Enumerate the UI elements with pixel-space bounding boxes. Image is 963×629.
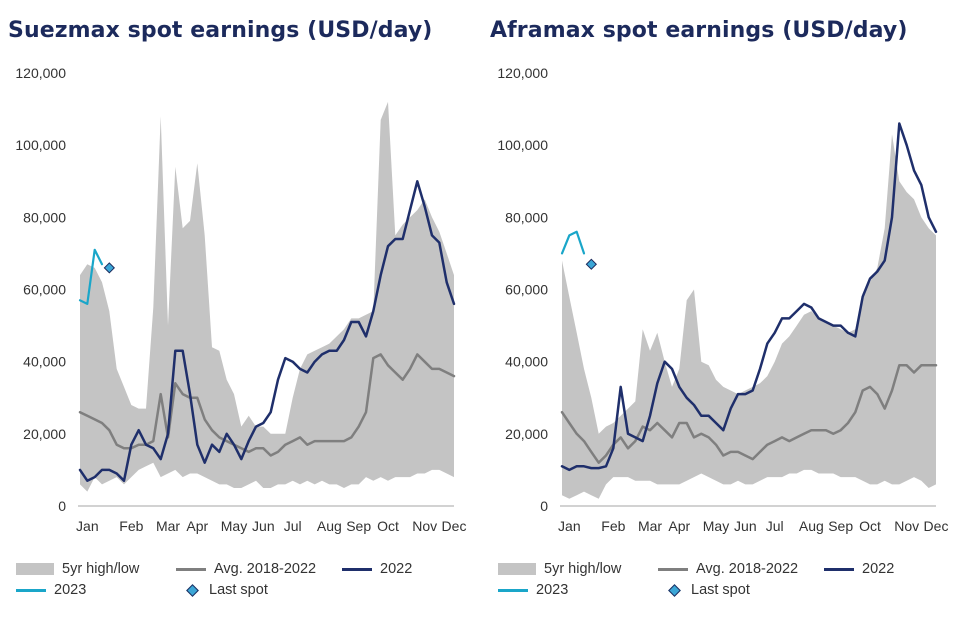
legend-swatch-avg: [658, 567, 688, 571]
y-tick-label: 0: [540, 498, 548, 514]
x-tick-label: Mar: [156, 518, 180, 534]
legend-item-avg: Avg. 2018-2022: [176, 558, 316, 580]
legend-swatch-2022: [342, 567, 372, 571]
legend-item-last-spot: Last spot: [664, 579, 750, 601]
legend-label-2022: 2022: [380, 561, 413, 577]
legend-label-2022: 2022: [862, 561, 895, 577]
legend-swatch-last-spot: [668, 583, 681, 597]
last-spot-marker: [585, 258, 597, 270]
legend-item-band: 5yr high/low: [16, 558, 139, 580]
x-tick-label: Aug: [317, 518, 342, 534]
legend-swatch-2023: [16, 588, 46, 592]
legend-swatch-2023: [498, 588, 528, 592]
x-tick-label: Oct: [859, 518, 881, 534]
x-tick-label: Sep: [346, 518, 371, 534]
y-tick-label: 120,000: [15, 65, 66, 81]
legend-label-last-spot: Last spot: [209, 582, 268, 598]
x-tick-label: Mar: [638, 518, 662, 534]
suezmax-plot: 0 20,000 40,000 60,000 80,000 100,000 120,000 J…: [15, 65, 467, 534]
x-tick-label: Jul: [284, 518, 302, 534]
x-tick-label: Sep: [828, 518, 853, 534]
series-avg-2018-2022: [78, 353, 456, 457]
legend-item-2022: 2022: [342, 558, 412, 580]
x-tick-label: Nov: [412, 518, 437, 534]
series-avg-2018-2022: [560, 364, 938, 464]
legend-swatch-2022: [824, 567, 854, 571]
legend-item-avg: Avg. 2018-2022: [658, 558, 798, 580]
y-tick-label: 100,000: [497, 137, 548, 153]
legend-item-band: 5yr high/low: [498, 558, 621, 580]
x-tick-label: Apr: [668, 518, 690, 534]
x-tick-label: Dec: [924, 518, 949, 534]
y-tick-label: 60,000: [23, 282, 66, 298]
legend-swatch-avg: [176, 567, 206, 571]
x-tick-label: Oct: [377, 518, 399, 534]
legend-label-avg: Avg. 2018-2022: [214, 561, 317, 577]
chart-title: Suezmax spot earnings (USD/day): [8, 18, 433, 43]
legend-swatch-band: [16, 563, 54, 575]
legend-item-2023: 2023: [498, 579, 568, 601]
y-tick-label: 0: [58, 498, 66, 514]
legend: 5yr high/low Avg. 2018-2022 2022 2023 La…: [498, 556, 958, 616]
x-tick-label: May: [221, 518, 247, 534]
y-tick-label: 120,000: [497, 65, 548, 81]
legend-label-band: 5yr high/low: [62, 561, 140, 577]
legend-label-avg: Avg. 2018-2022: [696, 561, 799, 577]
x-tick-label: Dec: [442, 518, 467, 534]
band-5yr-high-low: [562, 134, 936, 499]
series-2022: [78, 180, 456, 482]
legend-label-2023: 2023: [536, 582, 569, 598]
legend-item-2023: 2023: [16, 579, 86, 601]
legend-swatch-last-spot: [186, 583, 199, 597]
last-spot-marker: [103, 262, 115, 274]
legend-label-last-spot: Last spot: [691, 582, 750, 598]
x-tick-label: Feb: [601, 518, 625, 534]
x-tick-label: May: [703, 518, 729, 534]
aframax-plot: 0 20,000 40,000 60,000 80,000 100,000 120,000 J…: [497, 65, 949, 534]
y-tick-label: 100,000: [15, 137, 66, 153]
series-2023: [560, 230, 586, 255]
legend-item-last-spot: Last spot: [182, 579, 268, 601]
y-tick-label: 20,000: [23, 426, 66, 442]
x-tick-label: Jun: [252, 518, 275, 534]
legend-label-band: 5yr high/low: [544, 561, 622, 577]
y-tick-label: 40,000: [23, 354, 66, 370]
x-tick-label: Aug: [799, 518, 824, 534]
legend-label-2023: 2023: [54, 582, 87, 598]
x-tick-label: Feb: [119, 518, 143, 534]
aframax-panel: 0 20,000 40,000 60,000 80,000 100,000 120,000 J…: [482, 0, 963, 629]
x-tick-label: Nov: [894, 518, 919, 534]
x-tick-label: Jan: [558, 518, 581, 534]
y-tick-label: 40,000: [505, 354, 548, 370]
x-tick-label: Jun: [734, 518, 757, 534]
x-tick-label: Jan: [76, 518, 99, 534]
y-tick-label: 20,000: [505, 426, 548, 442]
x-tick-label: Apr: [186, 518, 208, 534]
legend: 5yr high/low Avg. 2018-2022 2022 2023 La…: [16, 556, 476, 616]
suezmax-panel: 0 20,000 40,000 60,000 80,000 100,000 120,000 J…: [0, 0, 481, 629]
y-tick-label: 60,000: [505, 282, 548, 298]
series-2023: [78, 248, 104, 305]
legend-item-2022: 2022: [824, 558, 894, 580]
y-tick-label: 80,000: [505, 209, 548, 225]
series-2022: [560, 122, 938, 472]
chart-title: Aframax spot earnings (USD/day): [490, 18, 908, 43]
legend-swatch-band: [498, 563, 536, 575]
y-tick-label: 80,000: [23, 209, 66, 225]
x-tick-label: Jul: [766, 518, 784, 534]
